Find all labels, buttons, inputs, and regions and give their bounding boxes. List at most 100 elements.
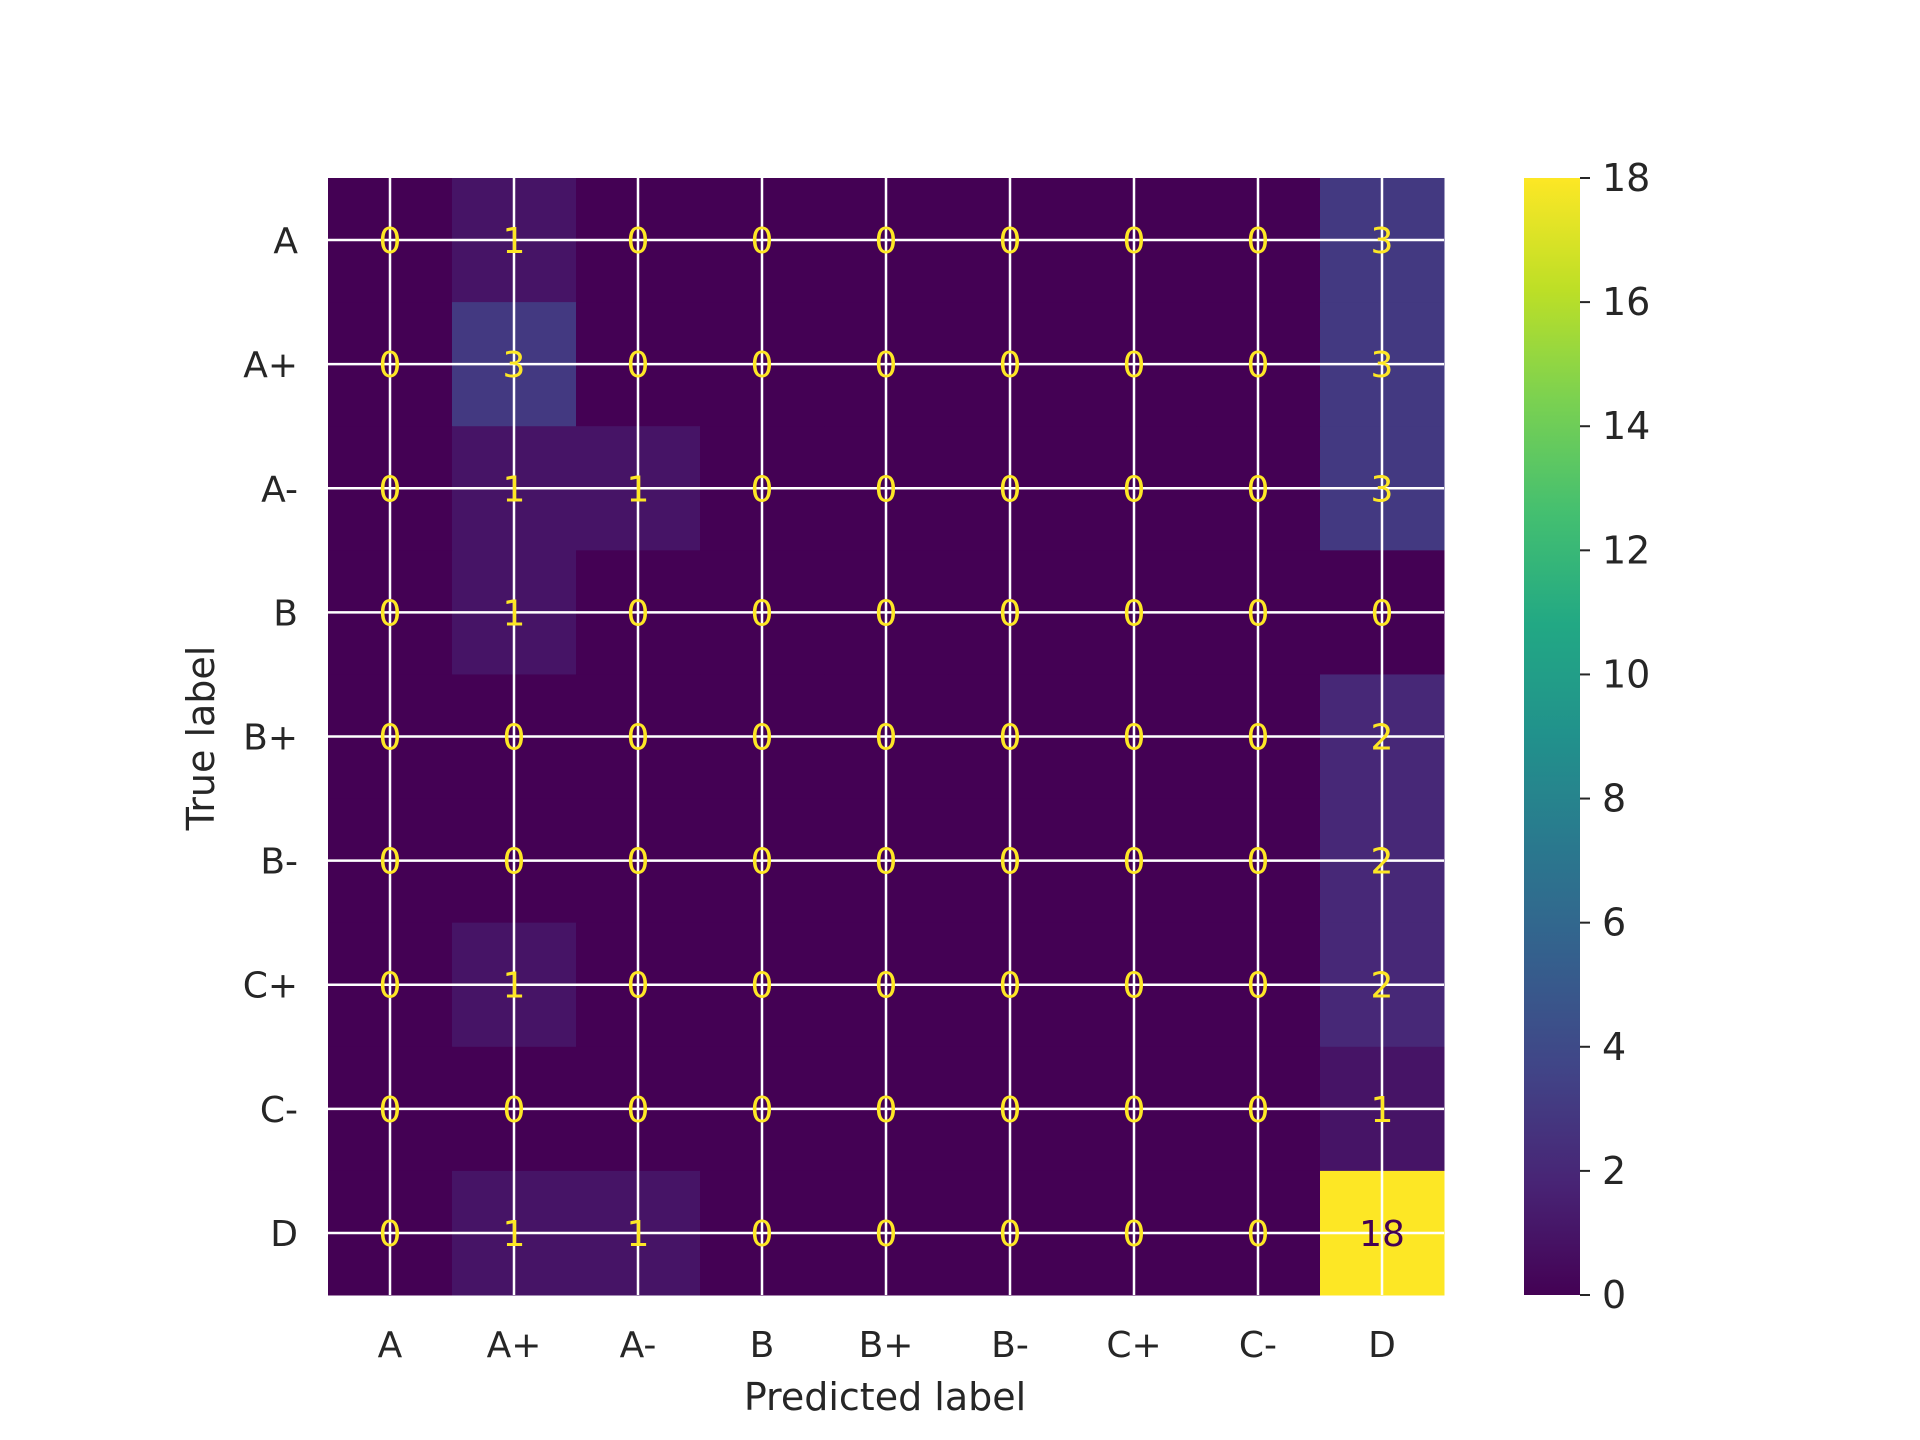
cell-value-label: 0 xyxy=(751,469,774,510)
x-tick-label: A+ xyxy=(487,1325,542,1366)
cell-value-label: 2 xyxy=(1371,718,1394,759)
cell-value-label: 0 xyxy=(503,1090,526,1131)
cell-value-label: 0 xyxy=(1123,221,1146,262)
cell-value-label: 0 xyxy=(379,469,402,510)
x-axis-title: Predicted label xyxy=(744,1375,1026,1419)
y-axis-title: True label xyxy=(179,646,223,832)
cell-value-label: 3 xyxy=(1371,221,1394,262)
cell-value-label: 0 xyxy=(875,966,898,1007)
cell-value-label: 0 xyxy=(379,718,402,759)
cell-value-label: 0 xyxy=(751,345,774,386)
cell-value-label: 0 xyxy=(875,842,898,883)
cell-value-label: 0 xyxy=(875,469,898,510)
cell-value-label: 0 xyxy=(875,593,898,634)
cell-value-label: 1 xyxy=(627,1214,650,1255)
cell-value-label: 0 xyxy=(751,966,774,1007)
cell-value-label: 0 xyxy=(627,345,650,386)
cell-value-label: 0 xyxy=(1247,718,1270,759)
colorbar-tick-label: 10 xyxy=(1602,652,1650,696)
cell-value-label: 0 xyxy=(999,718,1022,759)
cell-value-label: 0 xyxy=(379,221,402,262)
cell-value-label: 0 xyxy=(503,718,526,759)
cell-value-label: 0 xyxy=(999,593,1022,634)
cell-value-label: 0 xyxy=(1123,1214,1146,1255)
cell-value-label: 3 xyxy=(503,345,526,386)
cell-value-label: 0 xyxy=(1247,966,1270,1007)
cell-value-label: 0 xyxy=(1123,593,1146,634)
cell-value-label: 0 xyxy=(379,593,402,634)
colorbar xyxy=(1524,178,1580,1295)
cell-value-label: 0 xyxy=(751,593,774,634)
y-tick-label: A- xyxy=(261,469,298,510)
cell-value-label: 0 xyxy=(627,718,650,759)
y-tick-label: A xyxy=(273,221,298,262)
cell-value-label: 0 xyxy=(1247,593,1270,634)
cell-value-label: 0 xyxy=(1247,1214,1270,1255)
cell-value-label: 0 xyxy=(1371,593,1394,634)
colorbar-tick-label: 2 xyxy=(1602,1149,1626,1193)
cell-value-label: 1 xyxy=(503,966,526,1007)
cell-value-label: 0 xyxy=(875,221,898,262)
cell-value-label: 0 xyxy=(999,966,1022,1007)
cell-value-label: 0 xyxy=(751,718,774,759)
x-tick-label: A xyxy=(378,1325,403,1366)
colorbar-tick-label: 12 xyxy=(1602,528,1650,572)
cell-value-label: 1 xyxy=(627,469,650,510)
x-tick-label: B xyxy=(750,1325,775,1366)
cell-value-label: 1 xyxy=(1371,1090,1394,1131)
cell-value-label: 0 xyxy=(875,345,898,386)
cell-value-label: 0 xyxy=(751,1214,774,1255)
cell-value-label: 0 xyxy=(627,842,650,883)
cell-value-label: 0 xyxy=(751,221,774,262)
y-tick-label: C+ xyxy=(243,966,298,1007)
cell-value-label: 0 xyxy=(999,221,1022,262)
cell-value-label: 0 xyxy=(1123,718,1146,759)
cell-value-label: 0 xyxy=(1123,842,1146,883)
cell-value-label: 0 xyxy=(751,842,774,883)
grid-lines xyxy=(328,178,1444,1295)
cell-value-label: 1 xyxy=(503,1214,526,1255)
cell-value-label: 2 xyxy=(1371,966,1394,1007)
colorbar-tick-label: 18 xyxy=(1602,156,1650,200)
x-tick-label: C- xyxy=(1239,1325,1277,1366)
cell-value-label: 0 xyxy=(1123,966,1146,1007)
cell-value-label: 0 xyxy=(379,966,402,1007)
cell-value-label: 3 xyxy=(1371,469,1394,510)
cell-value-label: 0 xyxy=(1247,1090,1270,1131)
y-tick-label: B xyxy=(273,593,298,634)
colorbar-tick-label: 6 xyxy=(1602,901,1626,945)
colorbar-tick-label: 8 xyxy=(1602,777,1626,821)
y-tick-label: A+ xyxy=(243,345,298,386)
cell-value-label: 18 xyxy=(1359,1214,1405,1255)
cell-value-label: 0 xyxy=(627,593,650,634)
cell-value-label: 0 xyxy=(999,1214,1022,1255)
cell-value-label: 0 xyxy=(1247,345,1270,386)
colorbar-tick-label: 14 xyxy=(1602,404,1650,448)
colorbar-tick-label: 4 xyxy=(1602,1025,1626,1069)
cell-value-label: 0 xyxy=(1247,842,1270,883)
x-tick-label: B+ xyxy=(859,1325,914,1366)
y-tick-label: C- xyxy=(260,1090,298,1131)
cell-value-label: 0 xyxy=(627,1090,650,1131)
cell-value-label: 0 xyxy=(379,1090,402,1131)
cell-value-labels: 0 1 0 0 0 0 0 0 3 0 3 0 0 0 0 0 0 3 0 1 1 0 0 0 0 0 3 0 1 0 0 0 0 0 0 0 0 0 0 0… xyxy=(379,221,1405,1255)
cell-value-label: 0 xyxy=(1123,469,1146,510)
cell-value-label: 0 xyxy=(875,1090,898,1131)
cell-value-label: 0 xyxy=(379,1214,402,1255)
cell-value-label: 0 xyxy=(627,221,650,262)
colorbar-tick-label: 16 xyxy=(1602,280,1650,324)
cell-value-label: 0 xyxy=(999,345,1022,386)
cell-value-label: 3 xyxy=(1371,345,1394,386)
cell-value-label: 0 xyxy=(999,842,1022,883)
cell-value-label: 0 xyxy=(1247,469,1270,510)
cell-value-label: 0 xyxy=(503,842,526,883)
cell-value-label: 0 xyxy=(1247,221,1270,262)
colorbar-ticks: 0 2 4 6 8 10 12 14 16 18 xyxy=(1580,156,1650,1317)
cell-value-label: 0 xyxy=(999,1090,1022,1131)
x-axis-ticks: A A+ A- B B+ B- C+ C- D xyxy=(378,1325,1396,1366)
cell-value-label: 1 xyxy=(503,469,526,510)
y-tick-label: B- xyxy=(260,842,298,883)
cell-value-label: 1 xyxy=(503,593,526,634)
cell-value-label: 1 xyxy=(503,221,526,262)
